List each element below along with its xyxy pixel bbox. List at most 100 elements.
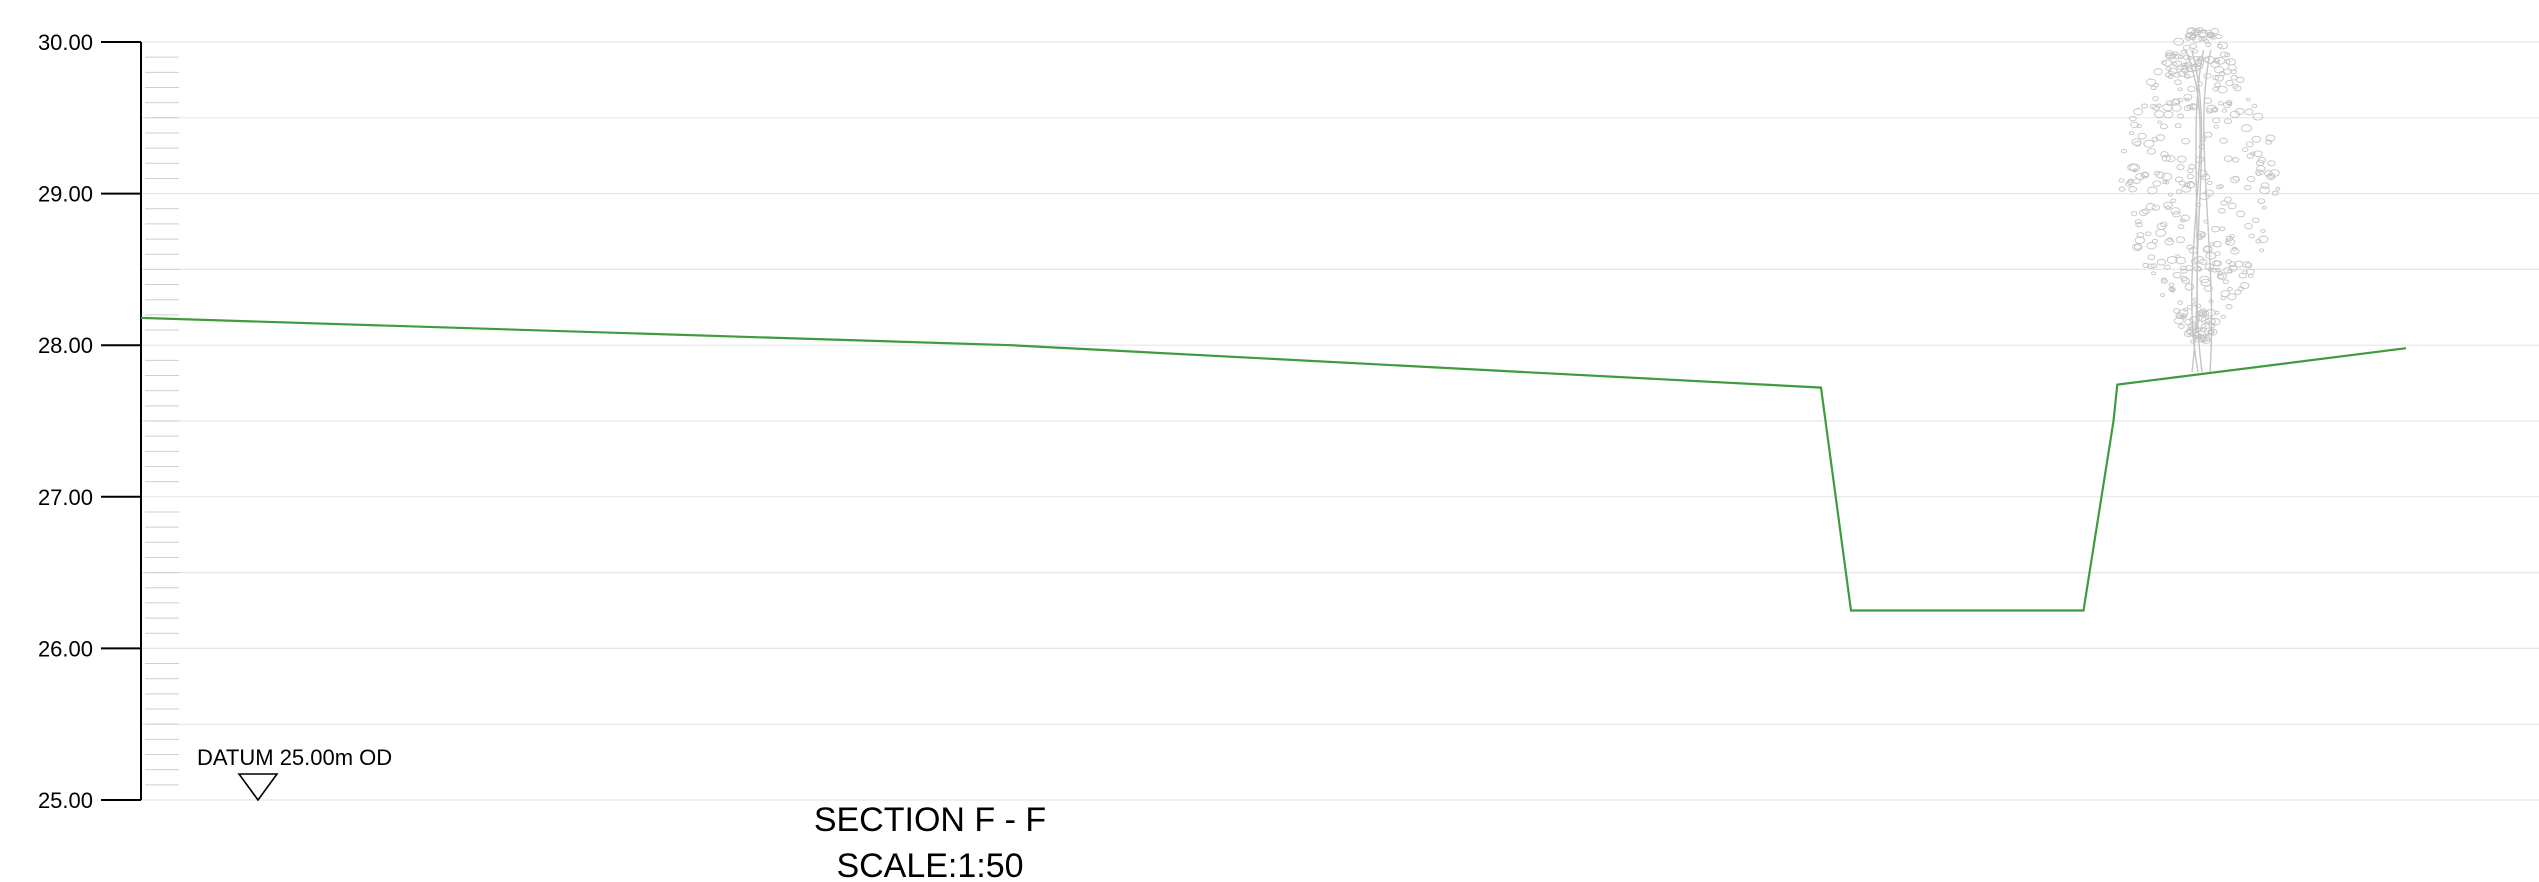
tree-leaf bbox=[2173, 79, 2182, 86]
tree-leaf bbox=[2268, 173, 2276, 179]
tree-leaf bbox=[2204, 55, 2216, 64]
tree-leaf bbox=[2177, 309, 2189, 318]
tree-leaf bbox=[2242, 270, 2248, 275]
tree-leaf bbox=[2196, 233, 2204, 240]
tree-leaf bbox=[2199, 275, 2210, 284]
tree-leaf bbox=[2118, 178, 2125, 183]
tree-leaf bbox=[2185, 32, 2197, 40]
tree-leaf bbox=[2204, 263, 2215, 271]
tree-leaf bbox=[2220, 200, 2228, 206]
tree-leaf bbox=[2195, 327, 2202, 332]
tree-leaf bbox=[2225, 80, 2234, 87]
tree-leaf bbox=[2225, 58, 2236, 66]
tree-leaf bbox=[2136, 124, 2142, 129]
tree-leaf bbox=[2181, 137, 2191, 145]
tree-leaf bbox=[2220, 314, 2226, 319]
tree-leaf bbox=[2223, 155, 2233, 162]
tree-leaf bbox=[2230, 247, 2240, 255]
tree-leaf bbox=[2230, 69, 2237, 75]
tree-leaf bbox=[2146, 242, 2157, 250]
tree-leaf bbox=[2168, 282, 2175, 287]
tree-leaf bbox=[2136, 232, 2145, 238]
tree-leaf bbox=[2232, 157, 2240, 163]
tree-leaf bbox=[2152, 180, 2162, 187]
datum-label: DATUM 25.00m OD bbox=[197, 745, 392, 770]
tree-leaf bbox=[2239, 282, 2250, 290]
tree-leaf bbox=[2235, 107, 2245, 115]
tree-leaf bbox=[2257, 198, 2266, 204]
tree-leaf bbox=[2134, 236, 2145, 245]
tree-leaf bbox=[2241, 124, 2252, 133]
tree-leaf bbox=[2275, 187, 2281, 191]
tree-leaf bbox=[2180, 268, 2188, 274]
tree-leaf bbox=[2180, 265, 2187, 271]
tree-leaf bbox=[2178, 323, 2185, 329]
tree-leaf bbox=[2181, 277, 2190, 284]
tree-leaf bbox=[2271, 190, 2279, 196]
tree-leaf bbox=[2173, 37, 2184, 46]
tree-leaf bbox=[2267, 160, 2276, 167]
tree-leaf bbox=[2183, 54, 2191, 61]
grid-lines bbox=[141, 41, 2539, 801]
tree-leaf bbox=[2141, 208, 2150, 215]
tree-leaf bbox=[2188, 331, 2195, 337]
tree-leaf bbox=[2244, 222, 2253, 230]
tree-leaf bbox=[2203, 72, 2212, 79]
tree-leaf bbox=[2164, 205, 2171, 210]
tree-leaf bbox=[2183, 93, 2193, 101]
tree-leaf bbox=[2213, 124, 2219, 129]
tree-leaf bbox=[2134, 219, 2142, 225]
tree-leaf bbox=[2243, 184, 2252, 191]
tree-leaf bbox=[2174, 176, 2184, 183]
tree-leaf bbox=[2150, 85, 2157, 91]
tree-leaf bbox=[2192, 35, 2202, 43]
tree-leaf bbox=[2128, 115, 2137, 122]
tree-leaf bbox=[2133, 140, 2142, 147]
tree-leaf bbox=[2260, 228, 2266, 233]
tree-leaf bbox=[2140, 103, 2149, 109]
tree-leaf bbox=[2205, 42, 2212, 47]
tree-leaf bbox=[2160, 278, 2168, 284]
tree-leaf bbox=[2216, 272, 2227, 280]
tree-leaf bbox=[2251, 135, 2262, 143]
tree-leaf bbox=[2223, 118, 2232, 125]
tree-leaf bbox=[2210, 318, 2221, 326]
tree-leaf bbox=[2193, 265, 2202, 272]
tree-leaf bbox=[2224, 52, 2231, 58]
tree-leaf bbox=[2180, 50, 2187, 55]
tree-leaf bbox=[2255, 159, 2265, 166]
tree-leaf bbox=[2150, 263, 2158, 269]
tree-leaf bbox=[2197, 56, 2203, 61]
tree-leaf bbox=[2151, 204, 2161, 211]
tree-leaf bbox=[2245, 141, 2254, 148]
tree-leaf bbox=[2142, 262, 2150, 268]
tree-leaf bbox=[2215, 184, 2222, 190]
tree-leaf bbox=[2203, 97, 2213, 104]
tree-leaf bbox=[2153, 68, 2163, 76]
tree-leaf bbox=[2212, 117, 2221, 124]
tree-leaf bbox=[2199, 334, 2211, 342]
tree-leaf bbox=[2127, 163, 2138, 172]
tree-leaf bbox=[2180, 276, 2188, 282]
tree-leaf bbox=[2205, 309, 2216, 317]
tree-leaf bbox=[2195, 156, 2205, 164]
tree-leaf bbox=[2135, 222, 2143, 228]
tree-leaf bbox=[2163, 110, 2174, 119]
tree-leaf bbox=[2227, 202, 2237, 210]
tree-leaf bbox=[2133, 108, 2144, 116]
tree-leaf bbox=[2219, 226, 2226, 231]
tree-leaf bbox=[2159, 123, 2168, 130]
tree-leaf bbox=[2245, 97, 2251, 102]
tree-leaf bbox=[2186, 27, 2197, 35]
tree-leaf bbox=[2247, 176, 2256, 183]
tree-leaf bbox=[2157, 120, 2163, 125]
tree-leaf bbox=[2152, 96, 2159, 102]
tree-leaf bbox=[2190, 339, 2196, 344]
tree-leaf bbox=[2214, 310, 2220, 315]
tree-leaf bbox=[2179, 218, 2186, 223]
tree-leaf bbox=[2192, 297, 2199, 302]
tree-leaf bbox=[2172, 98, 2181, 105]
tree-leaf bbox=[2139, 209, 2149, 216]
tree-leaf bbox=[2146, 78, 2157, 86]
tree-leaf bbox=[2206, 108, 2214, 114]
